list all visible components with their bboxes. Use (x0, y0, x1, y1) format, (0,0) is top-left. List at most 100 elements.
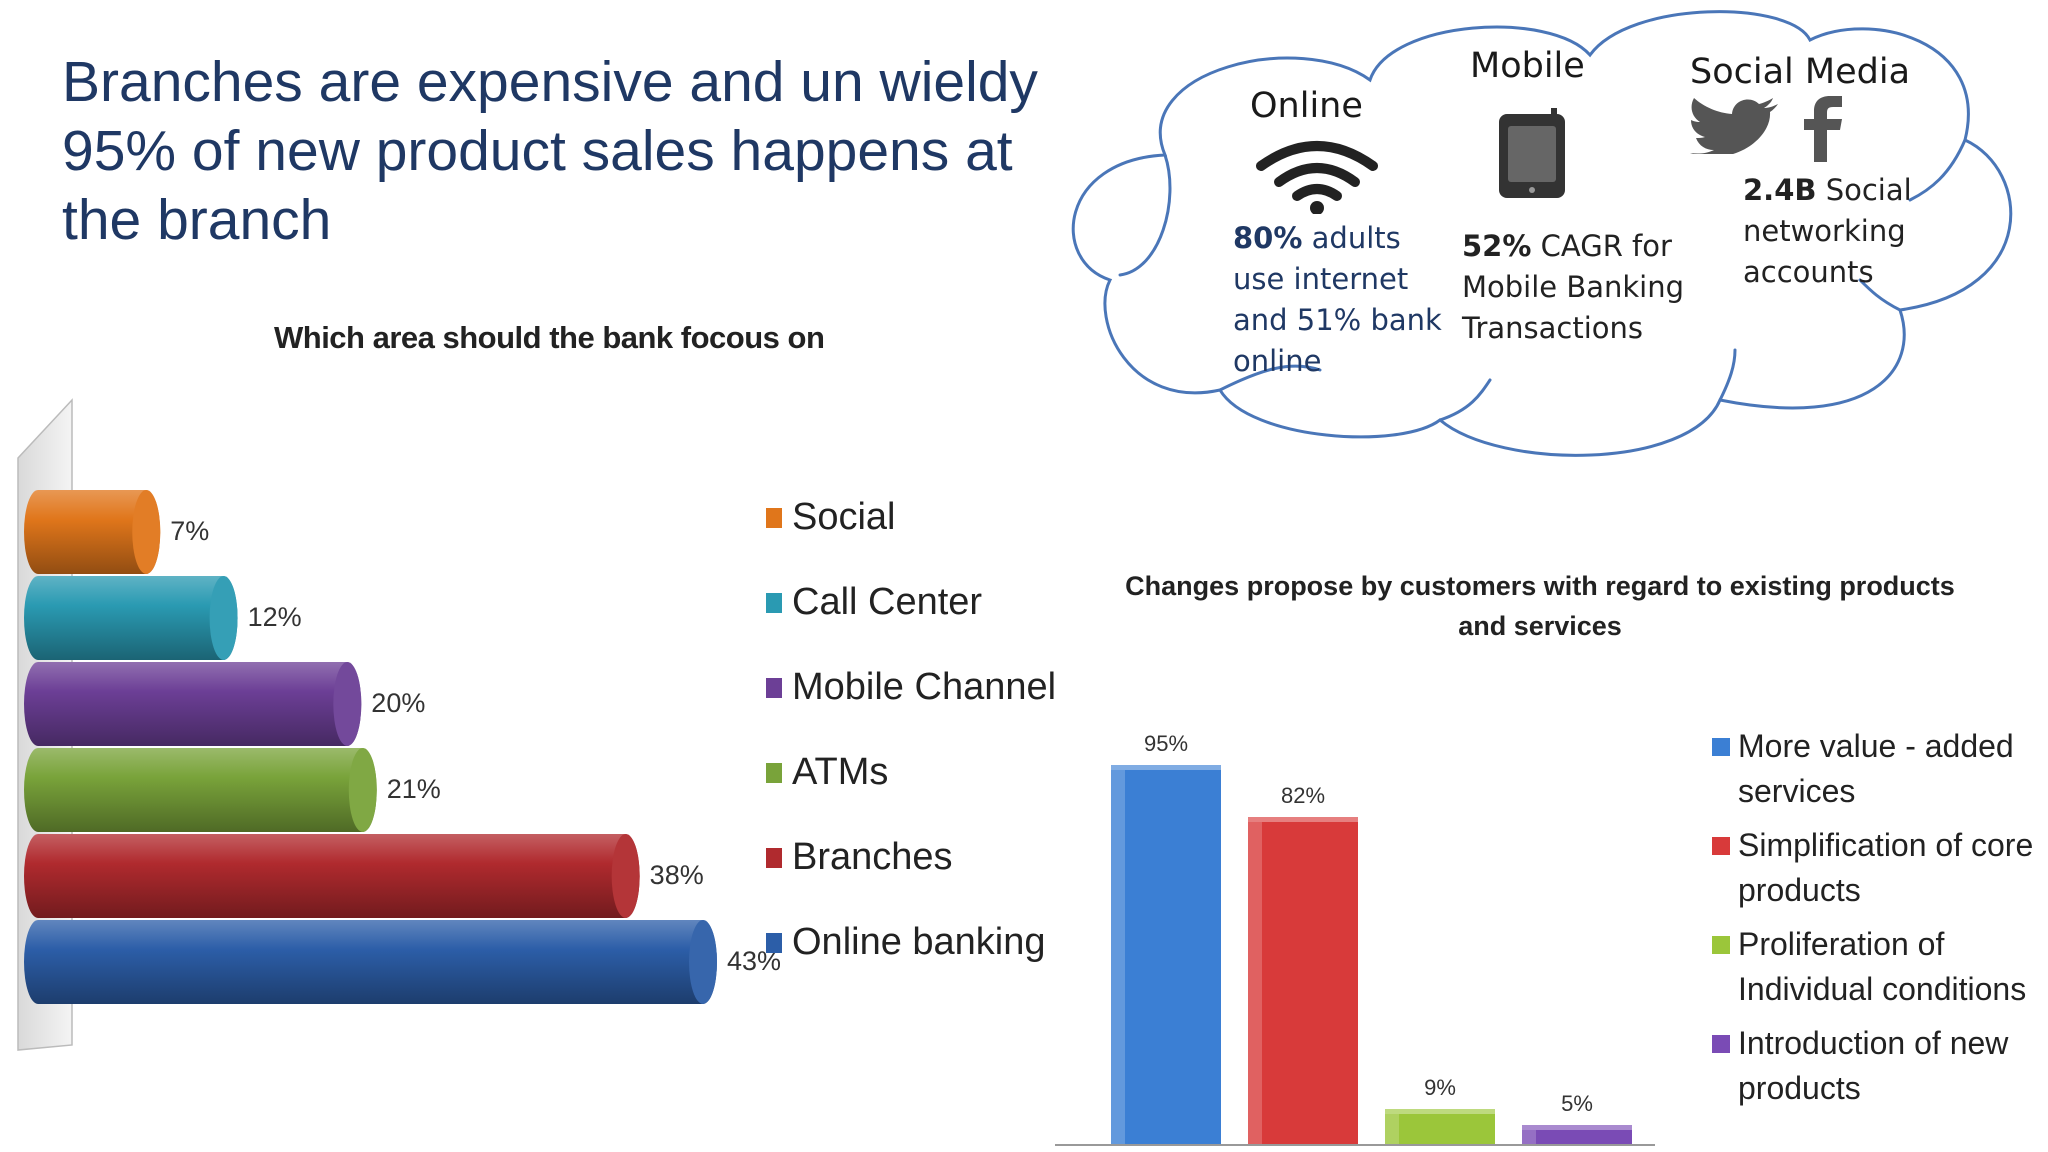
legend-label: Mobile Channel (792, 666, 1057, 708)
headline-line-1: Branches are expensive and un wieldy (62, 50, 1038, 114)
cloud-border (1071, 10, 2013, 457)
bar-mobile-channel: 20% (24, 662, 425, 746)
bar-body (24, 490, 161, 574)
bar-body (24, 920, 717, 1004)
chart2-title-text: Changes propose by customers with regard… (1125, 571, 1955, 641)
social-media-title: Social Media (1690, 52, 1911, 92)
legend-label: More value - added (1738, 728, 2014, 764)
bar-cap (689, 920, 717, 1004)
legend-label: Branches (792, 836, 953, 878)
twitter-bird-icon (1690, 98, 1778, 154)
bar-2: 82% (1248, 783, 1358, 1145)
legend-item: Call Center (766, 560, 1056, 645)
facebook-icon (1804, 96, 1842, 162)
bar-body (24, 834, 640, 918)
bar-body (1385, 1109, 1495, 1145)
bar-value-label: 82% (1281, 783, 1325, 808)
bar-value-label: 7% (170, 516, 209, 546)
legend-swatch (766, 592, 782, 613)
bar-4: 5% (1522, 1091, 1632, 1145)
bar-1: 95% (1111, 731, 1221, 1145)
bar-cap (209, 576, 238, 660)
legend-label: products (1738, 872, 1861, 908)
bar-body (24, 576, 238, 660)
chart2-legend: More value - added services Simplification… (1712, 724, 2048, 1120)
chart1-title: Which area should the bank focous on (274, 320, 825, 355)
legend-label: Individual conditions (1738, 971, 2027, 1007)
wifi-icon (1256, 141, 1378, 214)
bar-value-label: 5% (1561, 1091, 1593, 1116)
online-stat-line-1: adults (1302, 221, 1401, 255)
bar-body (1248, 817, 1358, 1145)
online-title: Online (1250, 86, 1363, 126)
cloud-shape (1071, 10, 2013, 457)
legend-item: Proliferation of Individual conditions (1712, 922, 2048, 1012)
online-stats: 80% adults use internet and 51% bank onl… (1233, 218, 1442, 382)
bar-atms: 21% (24, 748, 441, 832)
chart2-title: Changes propose by customers with regard… (1110, 566, 1970, 646)
bar-value-label: 38% (650, 860, 704, 890)
legend-item: Mobile Channel (766, 645, 1056, 730)
bar-top (1248, 817, 1358, 822)
headline: Branches are expensive and un wieldy 95%… (62, 48, 1072, 255)
bar-value-label: 20% (371, 688, 425, 718)
legend-label: Proliferation of (1738, 926, 1945, 962)
bar-highlight (1248, 817, 1262, 1145)
mobile-phone-icon (1499, 108, 1565, 198)
social-stat-value: 2.4B (1743, 173, 1817, 207)
customer-changes-chart: 95% 82% 9% 5% (1055, 731, 1655, 1146)
bank-focus-chart: 7% 12% 20% 21% 38% 43% (17, 398, 780, 1051)
cloud-outline (1073, 11, 2011, 456)
bar-cap (611, 834, 640, 918)
bar-top (1522, 1125, 1632, 1130)
bar-online-banking: 43% (24, 920, 780, 1004)
social-stat-line-1: Social (1816, 173, 1912, 207)
bar-cap (333, 662, 362, 746)
online-stat-line-4: online (1233, 344, 1322, 378)
legend-label: services (1738, 773, 1856, 809)
legend-swatch (1712, 936, 1730, 954)
social-stat-line-2: networking (1743, 214, 1906, 248)
online-stat-value: 80% (1233, 221, 1303, 255)
legend-swatch (766, 847, 782, 868)
bar-call-center: 12% (24, 576, 302, 660)
mobile-title: Mobile (1470, 46, 1585, 86)
legend-label: ATMs (792, 751, 889, 793)
bar-branches: 38% (24, 834, 704, 918)
headline-line-2: 95% of new product sales happens at (62, 119, 1013, 183)
social-stats: 2.4B Social networking accounts (1743, 170, 1912, 293)
legend-swatch (766, 677, 782, 698)
legend-item: Online banking (766, 900, 1056, 985)
bar-highlight (1385, 1109, 1399, 1145)
legend-label: Introduction of new (1738, 1025, 2009, 1061)
legend-swatch (766, 507, 782, 528)
mobile-stats: 52% CAGR for Mobile Banking Transactions (1462, 226, 1684, 349)
legend-swatch (1712, 738, 1730, 756)
bar-value-label: 9% (1424, 1075, 1456, 1100)
legend-label: Simplification of core (1738, 827, 2034, 863)
legend-item: Social (766, 475, 1056, 560)
bar-highlight (1111, 765, 1125, 1145)
bar-top (1111, 765, 1221, 770)
social-stat-line-3: accounts (1743, 255, 1874, 289)
bar-body (1111, 765, 1221, 1145)
mobile-stat-line-3: Transactions (1462, 311, 1644, 345)
legend-label: products (1738, 1070, 1861, 1106)
bar-top (1385, 1109, 1495, 1114)
bar-3: 9% (1385, 1075, 1495, 1145)
legend-item: ATMs (766, 730, 1056, 815)
mobile-stat-line-2: Mobile Banking (1462, 270, 1685, 304)
bar-value-label: 95% (1144, 731, 1188, 756)
legend-item: More value - added services (1712, 724, 2048, 814)
bar-body (24, 748, 377, 832)
headline-line-3: the branch (62, 188, 332, 252)
legend-item: Branches (766, 815, 1056, 900)
legend-swatch (766, 932, 782, 953)
bar-value-label: 21% (387, 774, 441, 804)
legend-swatch (1712, 837, 1730, 855)
mobile-stat-value: 52% (1462, 229, 1532, 263)
chart1-legend: Social Call Center Mobile Channel ATMs Branc… (766, 475, 1056, 985)
legend-label: Call Center (792, 581, 983, 623)
online-stat-line-3: and 51% bank (1233, 303, 1442, 337)
legend-label: Online banking (792, 921, 1046, 963)
